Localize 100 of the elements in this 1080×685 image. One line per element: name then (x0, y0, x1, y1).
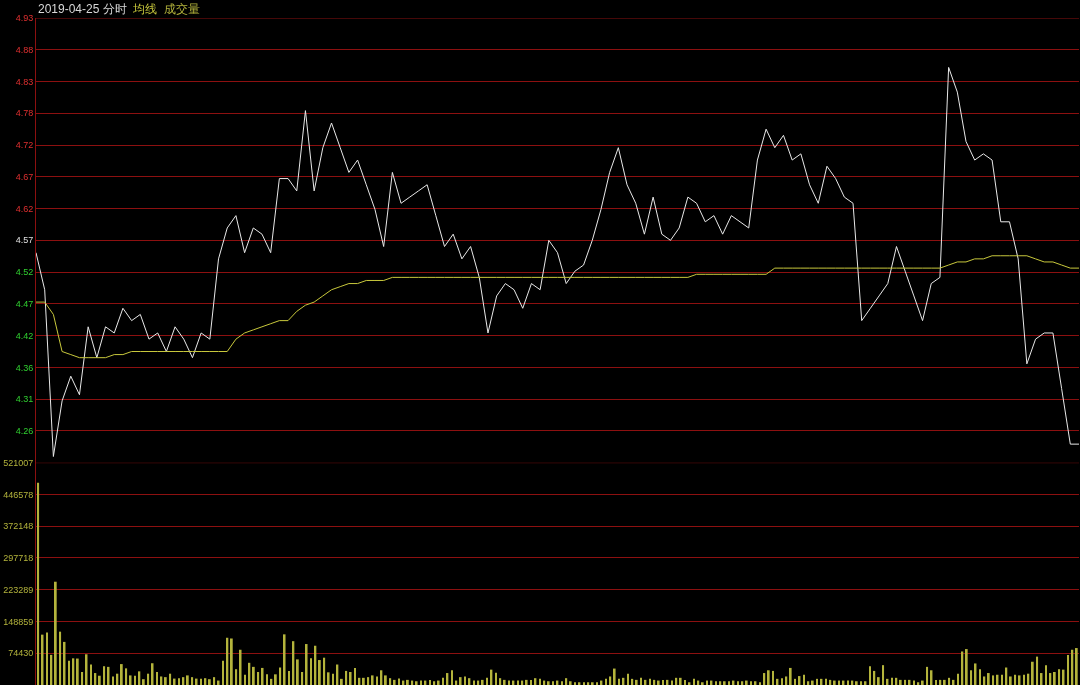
bar (257, 671, 260, 685)
bar (917, 682, 920, 685)
bar (882, 665, 885, 685)
bar (583, 682, 585, 685)
bar (679, 677, 682, 685)
line-series (36, 255, 1079, 359)
y-tick-label: 4.47 (15, 299, 34, 310)
bar (662, 679, 664, 685)
bar (943, 679, 946, 685)
bar (728, 681, 731, 685)
bar (979, 669, 981, 685)
bar (833, 680, 836, 685)
bar (54, 581, 57, 685)
bar (1031, 661, 1034, 685)
bar (406, 679, 409, 685)
bar (992, 675, 995, 685)
bar (649, 678, 651, 685)
bar (134, 675, 136, 685)
bar (904, 679, 907, 685)
bar (142, 679, 145, 685)
bar (195, 678, 198, 685)
bar (926, 666, 929, 685)
bar (323, 657, 326, 685)
bar (693, 678, 695, 685)
bar (803, 674, 805, 685)
bar (266, 674, 268, 685)
bar (574, 682, 576, 685)
y-tick-label: 148859 (3, 616, 34, 627)
bar (605, 678, 607, 685)
bar (1001, 674, 1003, 685)
bar (310, 658, 312, 685)
bar (332, 673, 334, 685)
y-tick-label: 4.52 (15, 267, 34, 278)
bar (719, 681, 722, 685)
bar (794, 678, 797, 685)
bar (613, 668, 616, 685)
bar (565, 678, 568, 685)
bar (609, 676, 612, 685)
bar (327, 672, 330, 685)
bar (816, 678, 819, 685)
bar (759, 682, 761, 685)
bar (785, 676, 788, 685)
bar (112, 676, 114, 685)
y-tick-label: 4.31 (15, 394, 34, 405)
bar (503, 679, 506, 685)
bar (305, 644, 308, 685)
bar (921, 680, 924, 685)
bar (200, 678, 202, 685)
bar (899, 679, 902, 685)
bar (46, 632, 48, 685)
y-tick-label: 521007 (3, 457, 34, 468)
bar (486, 677, 488, 685)
bar (741, 681, 744, 685)
bar (103, 666, 106, 685)
bar (957, 673, 959, 685)
bar (631, 678, 634, 685)
bar (222, 660, 224, 685)
bar (252, 666, 255, 685)
bar (160, 676, 163, 685)
bar (125, 668, 128, 685)
bar (855, 681, 858, 685)
bar (640, 677, 642, 685)
bar (362, 677, 365, 685)
bar (288, 670, 290, 685)
bar (891, 677, 893, 685)
y-tick-label: 4.26 (15, 426, 34, 437)
bar (561, 681, 563, 685)
bar (120, 664, 123, 685)
bar (191, 677, 194, 685)
bar (627, 673, 629, 685)
bar (499, 678, 502, 685)
bar (587, 682, 590, 685)
bar (138, 671, 141, 685)
bar (965, 649, 968, 685)
bar (701, 682, 704, 685)
bar (208, 679, 211, 685)
bar (384, 675, 387, 685)
bar (789, 667, 792, 685)
bar (129, 675, 132, 685)
bar (415, 681, 418, 685)
bar (495, 672, 497, 685)
bar (437, 680, 440, 685)
bar (274, 674, 277, 685)
bar (213, 677, 216, 685)
bar (354, 667, 356, 685)
bar (750, 681, 753, 685)
bar (296, 659, 299, 685)
bar (935, 679, 937, 685)
bar (715, 681, 717, 685)
bar (398, 678, 400, 685)
bar (987, 673, 990, 685)
y-tick-label: 372148 (3, 521, 34, 532)
bar (684, 679, 686, 685)
bar (825, 678, 827, 685)
bar (1023, 674, 1025, 685)
bar (1058, 669, 1061, 685)
bar (1075, 648, 1078, 685)
bar (376, 676, 378, 685)
bar (151, 663, 154, 685)
bar (781, 678, 783, 685)
